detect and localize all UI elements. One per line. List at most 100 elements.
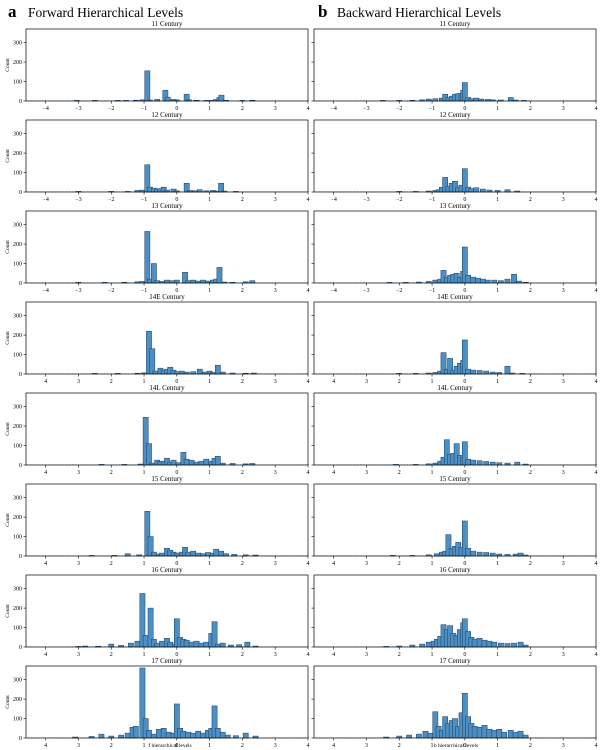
x-tick-label: 2: [529, 652, 532, 658]
x-tick-label: 1: [208, 561, 211, 567]
subplot-title: 12 Century: [151, 111, 183, 119]
x-tick-label: 0: [463, 561, 466, 567]
x-tick-label: 1: [208, 288, 211, 294]
histogram-bar: [233, 735, 239, 739]
histogram-bar: [489, 552, 496, 557]
y-axis-label: Count: [5, 422, 11, 436]
axes-frame: [313, 119, 597, 193]
histogram-bar: [468, 98, 475, 102]
y-tick-label: 200: [13, 515, 22, 521]
x-tick-label: 2: [241, 379, 244, 385]
panel-b-xlabel: b hierarchical levels: [434, 743, 478, 749]
subplot-title: 16 Century: [439, 566, 471, 574]
histogram-bar: [501, 731, 508, 739]
y-tick-label: 300: [13, 132, 22, 138]
subplot-b-0: 11 Century −4 −3 −2 −1 0 1 2 3 4: [311, 20, 598, 112]
subplot-grid: 11 Century−4 −3 −2 −1 0 1 2 3 40100200300Count11…: [5, 20, 598, 749]
y-tick-label: 100: [13, 80, 22, 86]
y-tick-label: 0: [19, 372, 22, 378]
subplot-b-5: 15 Century 4 3 2 1 0 1 2 3 4: [311, 475, 598, 567]
histogram-bar: [224, 734, 231, 739]
x-tick-label: 4: [44, 561, 47, 567]
subplot-a-4: 14L Century 4 3 2 1 0 1 2 3 4 0 100 200 300 Count: [5, 384, 310, 476]
x-tick-label: 4: [595, 743, 598, 749]
x-tick-label: 2: [529, 288, 532, 294]
x-tick-label: 2: [398, 652, 401, 658]
x-tick-label: −3: [363, 106, 369, 112]
histogram-bar: [183, 639, 190, 648]
x-tick-label: −4: [330, 106, 336, 112]
x-tick-label: 3: [562, 197, 565, 203]
histogram-bar: [511, 642, 517, 648]
x-tick-label: 4: [595, 106, 598, 112]
baseline-dot: [308, 555, 309, 556]
y-tick-label: 100: [13, 535, 22, 541]
y-tick-label: 300: [13, 223, 22, 229]
histogram-bar: [203, 641, 210, 648]
x-tick-label: 3: [562, 288, 565, 294]
axes-frame: [25, 28, 309, 102]
x-tick-label: 2: [529, 379, 532, 385]
histogram-bar: [146, 443, 152, 466]
x-tick-label: 0: [463, 288, 466, 294]
x-tick-label: 1: [208, 106, 211, 112]
histogram-bar: [498, 280, 504, 284]
y-tick-label: 100: [13, 626, 22, 632]
histogram-bar: [173, 552, 180, 557]
histogram-bar: [173, 371, 180, 375]
axes-frame: [25, 210, 309, 284]
histogram-bar: [185, 551, 192, 557]
histogram-bar: [214, 643, 221, 648]
baseline-dot: [596, 555, 597, 556]
x-tick-label: 4: [595, 561, 598, 567]
histogram-bar: [134, 640, 141, 648]
x-tick-label: −2: [108, 197, 114, 203]
baseline-dot: [308, 737, 309, 738]
histogram-bar: [152, 370, 159, 375]
histogram-bar: [468, 188, 475, 193]
histogram-bar: [473, 187, 480, 193]
histogram-bar: [124, 553, 131, 557]
x-tick-label: 3: [77, 470, 80, 476]
histogram-bar: [195, 730, 202, 739]
panel-a-xlabel: f hierarchical levels: [148, 742, 191, 749]
subplot-title: 14L Century: [149, 384, 185, 392]
histogram-bar: [203, 458, 210, 466]
histogram-bar: [211, 621, 218, 648]
x-tick-label: −4: [330, 288, 336, 294]
x-tick-label: 4: [307, 288, 310, 294]
histogram-bar: [169, 280, 175, 284]
histogram-bar: [146, 729, 152, 739]
x-tick-label: −1: [429, 106, 435, 112]
histogram-bar: [219, 731, 226, 739]
histogram-bar: [159, 640, 165, 648]
histogram-bar: [471, 638, 478, 648]
histogram-bar: [496, 728, 503, 739]
histogram-bar: [193, 461, 200, 466]
histogram-bar: [173, 279, 180, 284]
x-tick-label: 0: [175, 197, 178, 203]
histogram-bar: [471, 726, 478, 739]
histogram-bar: [196, 368, 203, 375]
histogram-bar: [149, 348, 156, 375]
x-tick-label: 0: [463, 106, 466, 112]
x-tick-label: 2: [529, 106, 532, 112]
x-tick-label: 1: [496, 470, 499, 476]
x-tick-label: 1: [431, 743, 434, 749]
x-tick-label: 1: [496, 197, 499, 203]
baseline-dot: [596, 373, 597, 374]
y-axis-label: Count: [5, 149, 11, 163]
x-tick-label: 4: [332, 561, 335, 567]
x-tick-label: 0: [463, 379, 466, 385]
histogram-bar: [483, 552, 490, 557]
subplot-a-5: 15 Century 4 3 2 1 0 1 2 3 4 0 100 200 300 Count: [5, 475, 310, 567]
y-tick-label: 300: [13, 41, 22, 47]
histogram-bar: [214, 455, 221, 466]
histogram-bar: [200, 553, 206, 557]
histogram-bar: [496, 462, 503, 466]
x-tick-label: 4: [595, 470, 598, 476]
x-tick-label: −1: [141, 197, 147, 203]
histogram-bar: [154, 280, 161, 284]
y-tick-label: 300: [13, 314, 22, 320]
baseline-dot: [308, 282, 309, 283]
